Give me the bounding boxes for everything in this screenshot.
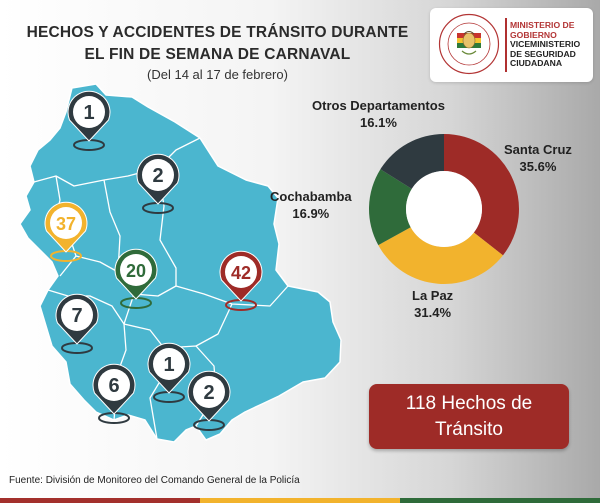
donut-slices	[369, 134, 519, 284]
marker-inner-circle	[73, 96, 105, 128]
marker-value: 2	[203, 382, 214, 404]
label-cochabamba-name: Cochabamba	[270, 189, 352, 204]
marker-value: 1	[163, 354, 174, 376]
marker-value: 20	[126, 261, 146, 281]
map-marker-5: 42	[219, 250, 263, 311]
logo-divider	[505, 18, 507, 72]
label-otros: Otros Departamentos 16.1%	[312, 97, 445, 131]
label-la-paz-value: 31.4%	[414, 305, 452, 320]
map-marker-9: 2	[187, 370, 231, 431]
marker-value: 42	[231, 263, 251, 283]
title-line-1: HECHOS Y ACCIDENTES DE TRÁNSITO DURANTE	[26, 24, 409, 41]
total-line-2: Tránsito	[435, 419, 503, 440]
logo-line-4: DE SEGURIDAD	[510, 48, 576, 59]
label-santa-cruz-name: Santa Cruz	[504, 142, 572, 157]
label-la-paz-name: La Paz	[412, 288, 454, 303]
map-marker-2: 2	[136, 153, 180, 214]
donut-hole	[406, 171, 482, 247]
marker-value: 2	[152, 165, 163, 187]
marker-inner-circle	[120, 254, 152, 286]
logo-line-5: CIUDADANA	[510, 58, 563, 69]
flag-bar	[0, 498, 600, 503]
flag-bar-segment	[200, 498, 400, 503]
marker-value: 7	[71, 305, 82, 327]
label-santa-cruz: Santa Cruz 35.6%	[504, 141, 572, 175]
department-borders	[33, 137, 289, 440]
map-marker-6: 7	[55, 293, 99, 354]
donut-slice-otros-departamentos	[380, 134, 444, 189]
label-santa-cruz-value: 35.6%	[519, 159, 557, 174]
label-la-paz: La Paz 31.4%	[412, 287, 453, 321]
marker-inner-circle	[142, 159, 174, 191]
donut-slice-cochabamba	[369, 169, 412, 246]
subtitle: (Del 14 al 17 de febrero)	[147, 67, 288, 82]
marker-value: 6	[108, 375, 119, 397]
donut-slice-santa-cruz	[444, 134, 519, 256]
marker-inner-circle	[61, 299, 93, 331]
logo-line-2: GOBIERNO	[510, 29, 557, 40]
page-title: HECHOS Y ACCIDENTES DE TRÁNSITO DURANTE …	[20, 22, 415, 66]
marker-inner-circle	[98, 369, 130, 401]
logo-line-1: MINISTERIO DE	[510, 20, 575, 30]
map-marker-3: 37	[44, 201, 88, 262]
label-otros-name: Otros Departamentos	[312, 98, 445, 113]
flag-bar-segment	[0, 498, 200, 503]
label-cochabamba: Cochabamba 16.9%	[270, 188, 352, 222]
total-incidents-box: 118 Hechos de Tránsito	[369, 384, 569, 449]
map-marker-8: 6	[92, 363, 136, 424]
seal-icon	[438, 13, 500, 75]
map-marker-4: 20	[114, 248, 158, 309]
marker-inner-circle	[225, 256, 257, 288]
flag-bar-segment	[400, 498, 600, 503]
map-marker-7: 1	[147, 342, 191, 403]
logo-text: MINISTERIO DE GOBIERNO VICEMINISTERIO DE…	[510, 20, 592, 69]
donut-slice-la-paz	[378, 227, 503, 284]
marker-inner-circle	[193, 376, 225, 408]
marker-inner-circle	[153, 348, 185, 380]
map-marker-1: 1	[67, 90, 111, 151]
label-cochabamba-value: 16.9%	[292, 206, 330, 221]
ministry-logo: MINISTERIO DE GOBIERNO VICEMINISTERIO DE…	[430, 8, 593, 82]
marker-inner-circle	[50, 207, 82, 239]
markers-layer: 1 2 37 20 42 7 1 6 2	[44, 90, 263, 431]
label-otros-value: 16.1%	[360, 115, 397, 130]
logo-line-3: VICEMINISTERIO	[510, 39, 581, 50]
total-line-1: 118 Hechos de	[405, 393, 533, 414]
marker-value: 1	[83, 102, 94, 124]
marker-value: 37	[56, 214, 76, 234]
title-line-2: EL FIN DE SEMANA DE CARNAVAL	[84, 46, 351, 63]
source-note: Fuente: División de Monitoreo del Comand…	[9, 475, 300, 486]
